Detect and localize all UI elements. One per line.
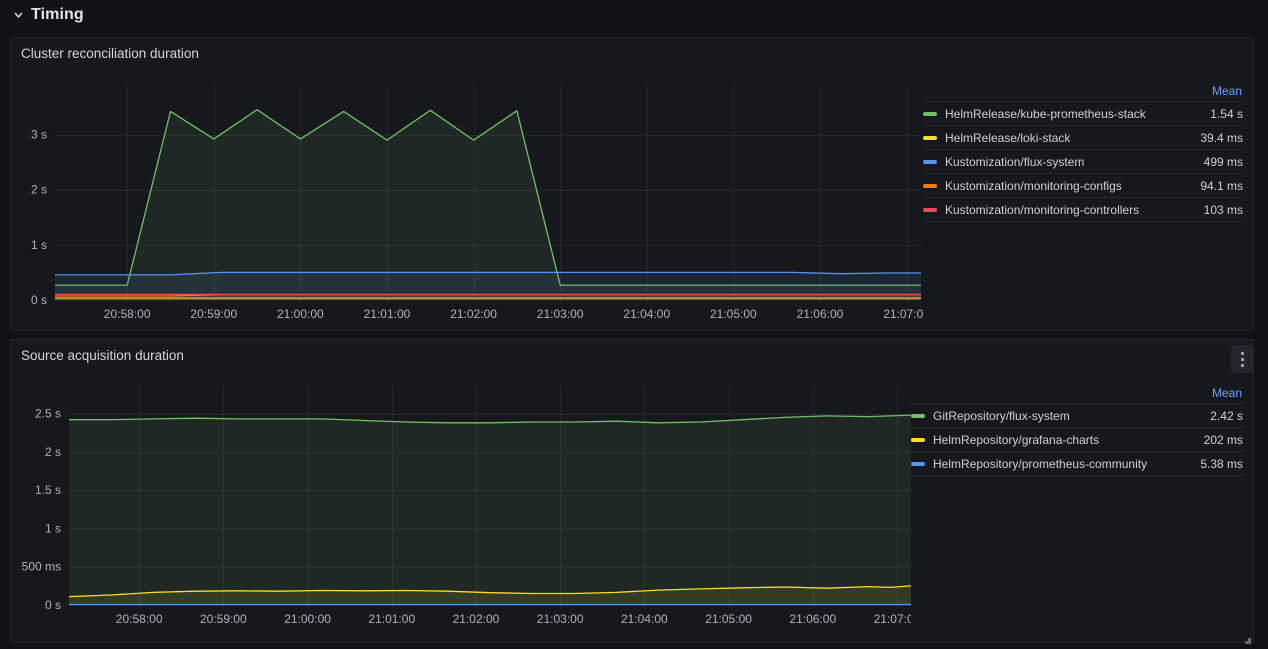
- y-axis-tick-label: 0 s: [31, 293, 47, 307]
- y-axis-tick-label: 1.5 s: [35, 483, 61, 497]
- series-mean-value: 499 ms: [1203, 154, 1243, 169]
- legend-item[interactable]: Kustomization/flux-system 499 ms: [923, 150, 1243, 174]
- timeseries-plot-source-acquisition[interactable]: 0 s 500 ms 1 s 1.5 s 2 s 2.5 s 20:58:00 20:59:0…: [11, 370, 911, 641]
- x-axis-tick-label: 21:02:00: [450, 307, 497, 321]
- y-axis-tick-label: 2 s: [31, 183, 47, 197]
- series-mean-value: 94.1 ms: [1200, 178, 1243, 193]
- legend-mean-column-header[interactable]: Mean: [923, 81, 1243, 102]
- panel-header[interactable]: Source acquisition duration: [11, 340, 1253, 370]
- y-axis-tick-label: 1 s: [45, 521, 61, 535]
- y-axis-tick-label: 3 s: [31, 128, 47, 142]
- legend-table: Mean HelmRelease/kube-prometheus-stack 1.5…: [923, 81, 1253, 329]
- x-axis-tick-label: 21:00:00: [284, 612, 331, 626]
- x-axis-tick-label: 21:00:00: [277, 307, 324, 321]
- x-axis-tick-label: 20:58:00: [116, 612, 163, 626]
- chart-canvas: 0 s 500 ms 1 s 1.5 s 2 s 2.5 s 20:58:00 20:59:0…: [22, 386, 911, 626]
- panel-title: Source acquisition duration: [21, 347, 184, 363]
- x-axis-tick-label: 21:07:00: [883, 307, 923, 321]
- series-mean-value: 2.42 s: [1210, 408, 1243, 423]
- series-mean-value: 202 ms: [1203, 432, 1243, 447]
- x-axis-tick-label: 21:01:00: [364, 307, 411, 321]
- x-axis-tick-label: 20:59:00: [200, 612, 247, 626]
- x-axis-tick-label: 21:04:00: [621, 612, 668, 626]
- x-axis-tick-label: 21:05:00: [705, 612, 752, 626]
- legend-item[interactable]: GitRepository/flux-system 2.42 s: [911, 404, 1243, 428]
- series-label: Kustomization/monitoring-controllers: [945, 202, 1140, 217]
- x-axis-tick-label: 21:05:00: [710, 307, 757, 321]
- series-label: HelmRepository/prometheus-community: [933, 456, 1148, 471]
- series-color-swatch: [923, 135, 937, 140]
- legend-item[interactable]: HelmRelease/kube-prometheus-stack 1.54 s: [923, 102, 1243, 126]
- x-axis-tick-label: 21:03:00: [537, 612, 584, 626]
- chevron-down-icon: [13, 10, 24, 21]
- x-axis-tick-label: 21:04:00: [623, 307, 670, 321]
- kebab-dot: [1240, 351, 1244, 355]
- series-label: GitRepository/flux-system: [933, 408, 1070, 423]
- series-mean-value: 39.4 ms: [1200, 130, 1243, 145]
- legend-item[interactable]: HelmRepository/prometheus-community 5.38 …: [911, 452, 1243, 476]
- series-mean-value: 103 ms: [1203, 202, 1243, 217]
- series-color-swatch: [911, 461, 925, 466]
- x-axis-tick-label: 21:07:00: [874, 612, 911, 626]
- legend-item[interactable]: HelmRelease/loki-stack 39.4 ms: [923, 126, 1243, 150]
- series-mean-value: 1.54 s: [1210, 106, 1243, 121]
- chart-canvas: 0 s 1 s 2 s 3 s 20:58:00 20:59:00 21:00:00 21:0…: [31, 86, 923, 321]
- panel-source-acquisition-duration: Source acquisition duration 0 s 500 ms 1 s…: [10, 339, 1254, 644]
- y-axis-tick-label: 500 ms: [22, 560, 61, 574]
- y-axis-tick-label: 2 s: [45, 445, 61, 459]
- y-axis-tick-label: 2.5 s: [35, 407, 61, 421]
- panel-menu-button[interactable]: [1231, 345, 1253, 373]
- series-color-swatch: [923, 111, 937, 116]
- series-label: Kustomization/flux-system: [945, 154, 1085, 169]
- kebab-dot: [1240, 357, 1244, 361]
- kebab-dot: [1240, 363, 1244, 367]
- series-label: HelmRepository/grafana-charts: [933, 432, 1100, 447]
- section-title: Timing: [31, 6, 84, 23]
- series-color-swatch: [923, 159, 937, 164]
- series-label: HelmRelease/kube-prometheus-stack: [945, 106, 1146, 121]
- legend-mean-column-header[interactable]: Mean: [911, 383, 1243, 404]
- panel-header[interactable]: Cluster reconciliation duration: [11, 38, 1253, 68]
- panel-title: Cluster reconciliation duration: [21, 45, 199, 61]
- series-color-swatch: [911, 437, 925, 442]
- legend-item[interactable]: HelmRepository/grafana-charts 202 ms: [911, 428, 1243, 452]
- legend-item[interactable]: Kustomization/monitoring-configs 94.1 ms: [923, 174, 1243, 198]
- x-axis-tick-label: 21:06:00: [789, 612, 836, 626]
- timeseries-plot-cluster-reconciliation[interactable]: 0 s 1 s 2 s 3 s 20:58:00 20:59:00 21:00:00 21:0…: [11, 68, 923, 329]
- panel-resize-handle[interactable]: [1242, 631, 1252, 644]
- panel-cluster-reconciliation-duration: Cluster reconciliation duration 0 s 1 s 2 …: [10, 37, 1254, 331]
- x-axis-tick-label: 21:01:00: [368, 612, 415, 626]
- series-mean-value: 5.38 ms: [1200, 456, 1243, 471]
- series-label: Kustomization/monitoring-configs: [945, 178, 1122, 193]
- x-axis-tick-label: 21:03:00: [537, 307, 584, 321]
- row-header-timing[interactable]: Timing: [0, 0, 1268, 30]
- series-color-swatch: [923, 207, 937, 212]
- series-color-swatch: [911, 413, 925, 418]
- x-axis-tick-label: 20:59:00: [190, 307, 237, 321]
- y-axis-tick-label: 1 s: [31, 238, 47, 252]
- x-axis-tick-label: 21:02:00: [453, 612, 500, 626]
- series-label: HelmRelease/loki-stack: [945, 130, 1071, 145]
- y-axis-tick-label: 0 s: [45, 598, 61, 612]
- corner-grip-icon: [1245, 638, 1251, 644]
- x-axis-tick-label: 20:58:00: [104, 307, 151, 321]
- series-color-swatch: [923, 183, 937, 188]
- legend-table: Mean GitRepository/flux-system 2.42 s HelmR…: [911, 383, 1253, 641]
- x-axis-tick-label: 21:06:00: [797, 307, 844, 321]
- legend-item[interactable]: Kustomization/monitoring-controllers 103 …: [923, 198, 1243, 222]
